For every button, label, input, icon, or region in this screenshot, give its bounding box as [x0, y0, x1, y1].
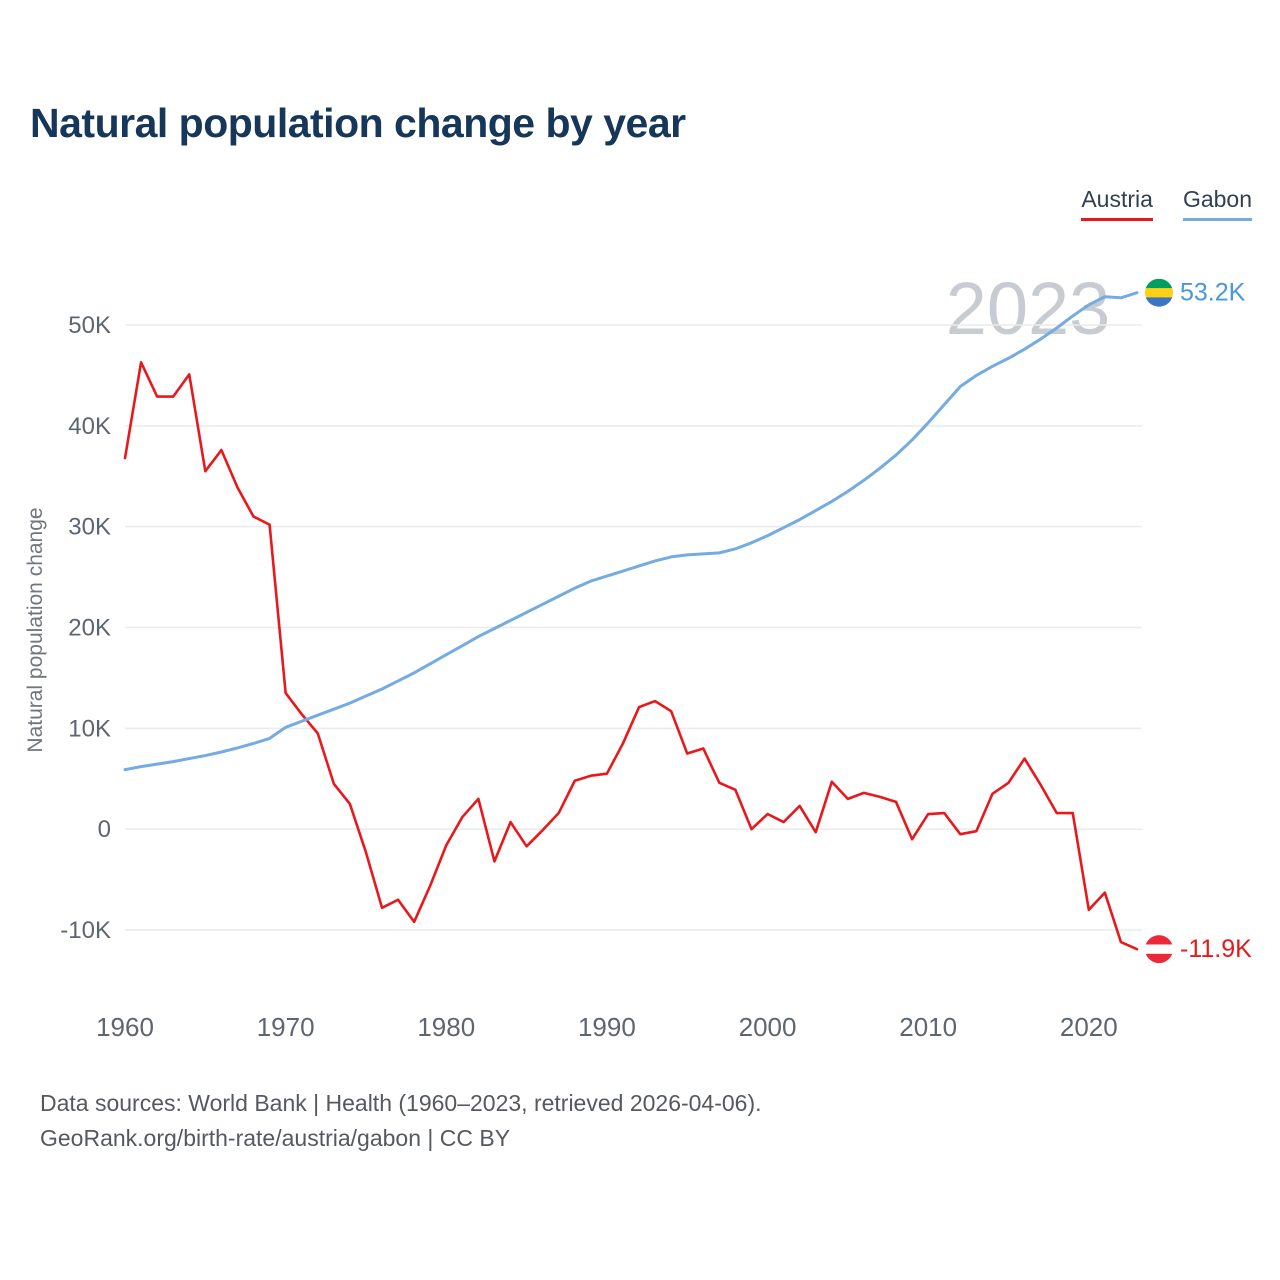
- x-tick-label: 1960: [96, 1012, 154, 1042]
- legend-item-austria[interactable]: Austria: [1081, 186, 1153, 221]
- x-tick-label: 2020: [1060, 1012, 1118, 1042]
- y-tick-label: 10K: [68, 715, 111, 742]
- x-tick-label: 1990: [578, 1012, 636, 1042]
- legend-item-gabon[interactable]: Gabon: [1182, 186, 1252, 221]
- chart-footer: Data sources: World Bank | Health (1960–…: [40, 1086, 762, 1155]
- flag-stripe: [1145, 935, 1173, 945]
- y-tick-label: 50K: [68, 312, 111, 339]
- x-tick-label: 2000: [739, 1012, 797, 1042]
- y-axis-title: Natural population change: [24, 507, 47, 752]
- x-tick-label: 1980: [417, 1012, 475, 1042]
- footer-sources: Data sources: World Bank | Health (1960–…: [40, 1090, 762, 1116]
- flag-stripe: [1145, 278, 1173, 289]
- x-tick-label: 1970: [257, 1012, 315, 1042]
- legend-label-austria: Austria: [1081, 186, 1153, 212]
- legend-label-gabon: Gabon: [1182, 186, 1252, 212]
- flag-stripe: [1145, 297, 1173, 307]
- footer-attribution: GeoRank.org/birth-rate/austria/gabon | C…: [40, 1124, 511, 1151]
- austria-flag-icon: [1145, 935, 1173, 964]
- y-tick-label: 20K: [68, 614, 111, 641]
- y-tick-label: -10K: [60, 917, 111, 944]
- legend: Austria Gabon: [1081, 186, 1252, 221]
- y-tick-label: 0: [98, 816, 111, 843]
- austria-line[interactable]: [123, 361, 1139, 951]
- flag-stripe: [1145, 288, 1173, 298]
- chart-title: Natural population change by year: [30, 100, 686, 146]
- x-tick-label: 2010: [899, 1012, 957, 1042]
- gabon-line[interactable]: [123, 291, 1139, 772]
- austria-end-value: -11.9K: [1180, 935, 1252, 963]
- gabon-end-value: 53.2K: [1180, 279, 1246, 307]
- gabon-flag-icon: [1145, 278, 1173, 307]
- y-tick-label: 40K: [68, 413, 111, 440]
- y-tick-label: 30K: [68, 514, 111, 541]
- flag-stripe: [1145, 953, 1173, 964]
- flag-stripe: [1145, 944, 1173, 955]
